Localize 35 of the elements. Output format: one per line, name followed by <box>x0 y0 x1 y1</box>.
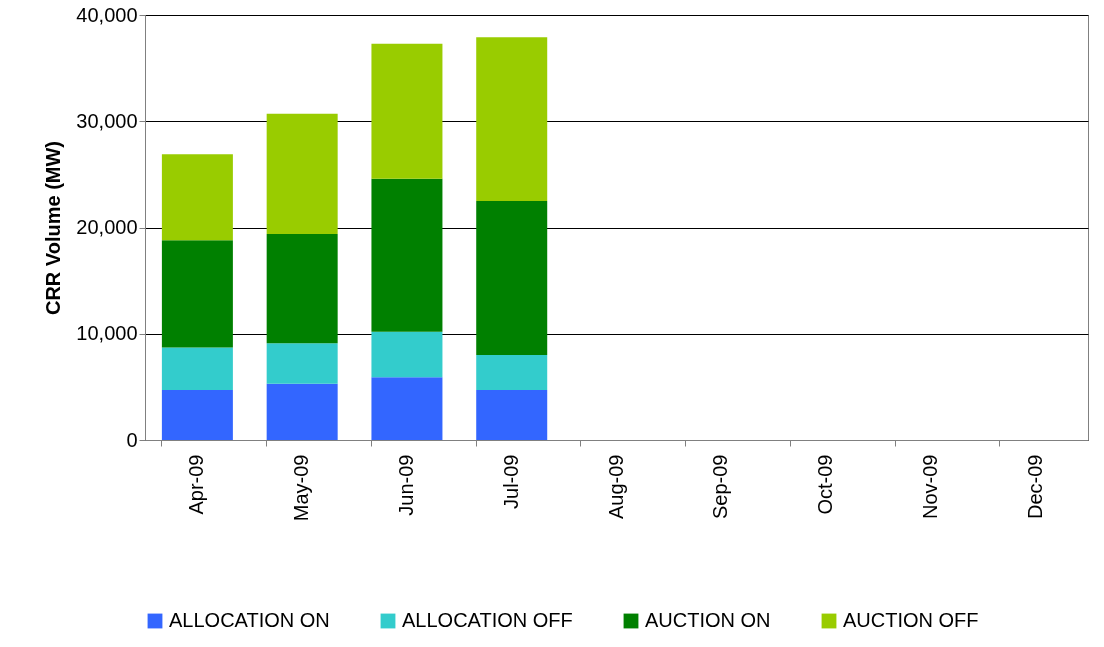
y-tick-label: 40,000 <box>76 3 138 26</box>
bar <box>476 355 548 391</box>
legend-label: AUCTION OFF <box>843 609 979 631</box>
bar <box>161 347 233 391</box>
x-tick-label: Sep-09 <box>709 454 732 519</box>
x-tick-label: Aug-09 <box>604 454 627 519</box>
legend-label: ALLOCATION ON <box>169 609 330 631</box>
bar <box>371 178 443 332</box>
bar <box>476 37 548 201</box>
bar <box>371 377 443 440</box>
bar <box>161 154 233 241</box>
x-tick-label: Jun-09 <box>394 454 417 516</box>
x-tick-label: Dec-09 <box>1023 454 1046 519</box>
bar <box>476 390 548 440</box>
y-tick-label: 10,000 <box>76 322 138 345</box>
legend-label: AUCTION ON <box>645 609 771 631</box>
y-tick-label: 20,000 <box>76 216 138 238</box>
x-tick-label: Apr-09 <box>185 454 208 515</box>
bar <box>371 331 443 378</box>
bar <box>266 343 338 384</box>
legend-label: ALLOCATION OFF <box>402 609 573 631</box>
y-tick-label: 30,000 <box>76 109 138 132</box>
y-tick-label: 0 <box>126 428 138 451</box>
x-tick-label: May-09 <box>290 454 313 522</box>
bar <box>371 43 443 179</box>
bar <box>266 113 338 234</box>
y-axis-title: CRR Volume (MW) <box>42 140 65 316</box>
x-tick-label: Nov-09 <box>918 454 941 519</box>
bar <box>161 390 233 440</box>
bar <box>476 200 548 355</box>
bar <box>266 233 338 344</box>
x-tick-label: Jul-09 <box>499 454 522 509</box>
bar <box>266 383 338 440</box>
bar <box>161 240 233 348</box>
x-tick-label: Oct-09 <box>814 454 837 515</box>
